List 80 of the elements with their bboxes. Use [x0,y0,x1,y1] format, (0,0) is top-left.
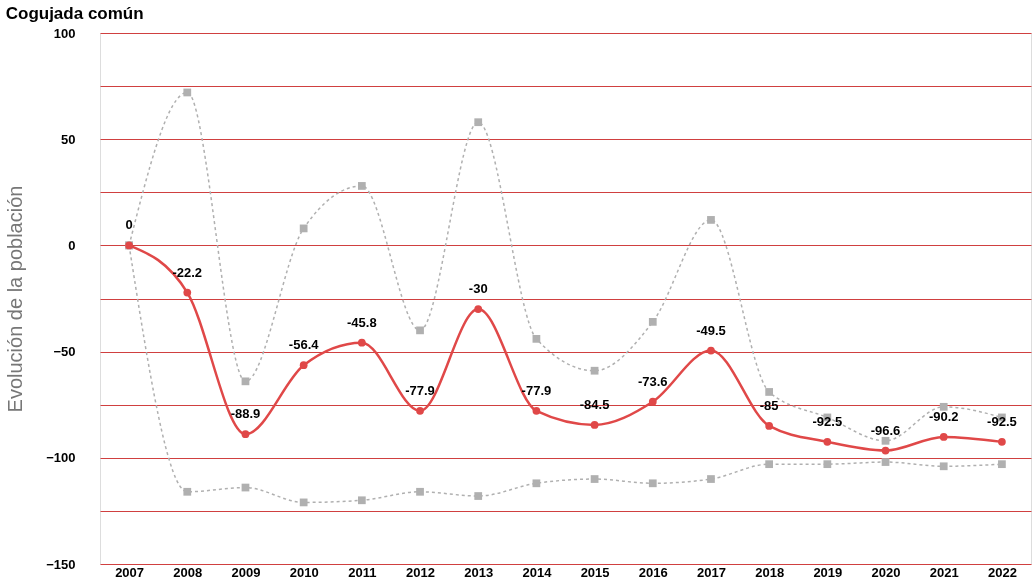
data-label: -77.9 [405,382,435,398]
x-tick-label: 2014 [522,564,553,580]
data-label: -88.9 [230,406,261,422]
point [532,334,541,343]
x-tick-label: 2013 [464,564,494,580]
x-tick-label: 2012 [406,564,435,580]
y-tick-label: 0 [68,237,76,253]
point [241,377,250,386]
point [474,492,483,500]
y-tick-label: −150 [46,556,76,572]
point [823,438,832,446]
point [241,430,250,439]
point [881,436,890,445]
x-tick-label: 2008 [173,564,203,580]
x-tick-label: 2009 [231,564,261,580]
data-label: -22.2 [172,264,203,280]
point [474,118,483,127]
point [183,288,192,297]
x-tick-label: 2017 [697,564,726,580]
y-tick-label: 50 [61,131,76,147]
point [357,182,366,190]
data-label: -30 [468,281,488,297]
data-label: -77.9 [521,382,552,398]
data-label: -90.2 [928,408,959,424]
point [648,317,657,326]
point [707,475,715,483]
x-tick-label: 2016 [638,564,668,580]
data-label: -56.4 [288,337,320,353]
x-tick-label: 2015 [580,564,610,580]
y-tick-label: 100 [53,25,76,41]
x-tick-label: 2021 [929,564,959,580]
point [648,397,657,406]
point [707,216,715,224]
point [881,458,890,466]
point [474,305,483,313]
point [416,326,424,335]
point [299,361,308,370]
x-tick-label: 2019 [813,564,843,580]
data-label: 0 [125,217,133,233]
point [998,460,1006,469]
chart-title: Cogujada común [5,4,144,23]
point [707,346,715,355]
data-label: -92.5 [987,413,1017,429]
point [590,475,599,483]
point [183,88,192,97]
point [765,460,774,469]
point [881,446,890,455]
data-label: -96.6 [870,422,901,438]
x-tick-label: 2020 [871,564,901,580]
x-tick-label: 2007 [115,564,145,580]
point [416,487,424,496]
point [532,479,541,488]
point [823,460,832,469]
point [939,462,948,471]
point [357,338,366,347]
point [590,366,599,375]
point [648,479,657,488]
point [532,406,541,415]
point [998,438,1006,446]
x-tick-label: 2018 [755,564,785,580]
x-tick-label: 2010 [289,564,319,580]
x-tick-label: 2022 [987,564,1017,580]
point [939,433,948,441]
data-label: -73.6 [637,373,668,389]
point [765,422,774,430]
y-axis-title: Evolución de la población [4,185,27,413]
point [299,498,308,507]
point [357,496,366,505]
y-tick-label: −100 [46,450,76,466]
point [299,224,308,233]
point [416,406,424,415]
data-label: -49.5 [696,322,726,338]
point [939,402,948,411]
data-label: -92.5 [812,413,843,429]
point [183,487,192,496]
point [590,421,599,429]
y-tick-label: −50 [53,344,76,360]
x-tick-label: 2011 [348,564,377,580]
data-label: -45.8 [347,314,377,330]
point [765,388,774,396]
